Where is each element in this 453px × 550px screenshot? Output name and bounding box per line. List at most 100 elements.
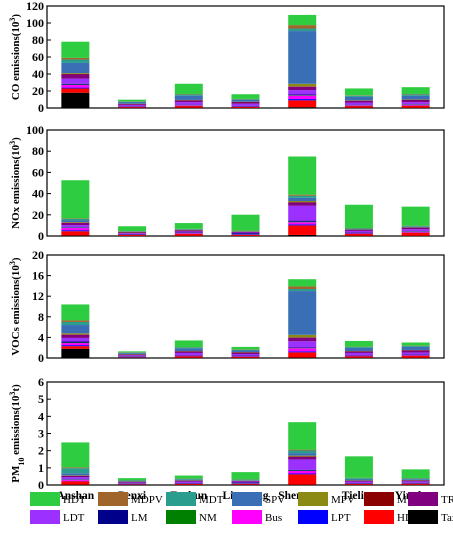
- bar-segment-mpv: [61, 222, 90, 223]
- bar-segment-hdt: [401, 469, 430, 478]
- legend-swatch: [364, 510, 394, 524]
- y-tick-label: 4: [38, 330, 44, 344]
- bar-segment-bus: [401, 231, 430, 233]
- bar-segment-hdpv: [61, 346, 90, 349]
- legend-item-mt: MT: [364, 492, 414, 506]
- y-axis-label-part: CO emissions(10: [10, 21, 22, 100]
- bar-segment-mdt: [174, 94, 203, 96]
- bar-stack-anshan: [61, 41, 90, 108]
- bar-segment-mdt: [231, 349, 260, 351]
- bar-segment-hdt: [288, 156, 317, 195]
- bar-stack-fushun: [174, 340, 203, 359]
- bar-segment-spv: [174, 348, 203, 351]
- bar-segment-tr: [61, 74, 90, 79]
- bar-segment-hdt: [231, 94, 260, 99]
- legend-swatch: [30, 492, 60, 506]
- y-axis-label-part: emissions(10: [10, 395, 22, 458]
- legend-label: HDT: [63, 494, 86, 506]
- bar-stack-fushun: [174, 223, 203, 237]
- bar-stack-yingkou: [401, 469, 430, 486]
- bar-segment-spv: [61, 62, 90, 74]
- bar-segment-lpt: [61, 345, 90, 347]
- bar-segment-hdt: [174, 223, 203, 229]
- bar-segment-lpt: [61, 87, 90, 89]
- bar-segment-tr: [401, 350, 430, 353]
- bar-segment-mdpv: [288, 25, 317, 29]
- bar-segment-hdt: [288, 279, 317, 287]
- y-tick-label: 20: [32, 248, 44, 262]
- bar-segment-tr: [288, 202, 317, 206]
- bar-segment-mpv: [288, 201, 317, 203]
- bar-segment-bus: [344, 355, 373, 356]
- bar-segment-ldt: [401, 102, 430, 105]
- legend-item-tr: TR: [408, 492, 453, 506]
- legend-swatch: [364, 492, 394, 506]
- bar-segment-mpv: [61, 333, 90, 335]
- bar-segment-hdpv: [231, 356, 260, 358]
- legend-label: LM: [131, 512, 148, 524]
- bar-segment-spv: [401, 226, 430, 228]
- bar-segment-spv: [231, 480, 260, 481]
- bar-segment-hdpv: [344, 356, 373, 358]
- bar-segment-ldt: [344, 481, 373, 483]
- y-tick-label: 20: [32, 208, 44, 222]
- bar-stack-yingkou: [401, 342, 430, 359]
- bar-segment-bus: [401, 104, 430, 106]
- chart-panel-3: 0 4 8 12 16 20 VOCs emissions(103): [8, 248, 445, 365]
- y-tick-label: 1: [38, 461, 44, 475]
- y-axis-label-part: 10: [17, 458, 26, 466]
- bar-segment-taxi: [288, 357, 317, 358]
- bar-segment-hdt: [401, 342, 430, 346]
- bar-segment-hdt: [344, 88, 373, 96]
- bar-segment-lm: [61, 227, 90, 228]
- bar-segment-tr: [231, 102, 260, 104]
- bar-segment-tr: [344, 480, 373, 482]
- legend-item-nm: NM: [166, 510, 217, 524]
- bar-segment-taxi: [61, 235, 90, 236]
- bar-segment-hdt: [174, 340, 203, 348]
- bar-segment-tr: [344, 229, 373, 231]
- bar-segment-spv: [118, 481, 147, 482]
- bar-segment-spv: [231, 350, 260, 353]
- y-axis-label-part: ): [10, 14, 22, 18]
- bar-segment-tr: [61, 222, 90, 226]
- bar-stack-anshan: [61, 442, 90, 485]
- bar-stack-yingkou: [401, 206, 430, 237]
- legend-swatch: [408, 492, 438, 506]
- bar-segment-mdt: [231, 99, 260, 101]
- bar-segment-mt: [61, 334, 90, 335]
- legend-label: Taxi: [441, 512, 453, 524]
- bar-segment-mdt: [174, 229, 203, 230]
- bar-segment-mdt: [174, 347, 203, 349]
- bar-segment-taxi: [61, 348, 90, 358]
- bar-segment-ldt: [118, 104, 147, 107]
- bar-segment-spv: [344, 96, 373, 101]
- bar-segment-mdpv: [288, 449, 317, 451]
- bar-segment-hdt: [231, 346, 260, 350]
- y-tick-label: 60: [32, 50, 44, 64]
- bar-segment-mdpv: [288, 194, 317, 196]
- bar-stack-benxi: [118, 226, 147, 237]
- bar-segment-hdpv: [174, 106, 203, 108]
- bar-stack-benxi: [118, 99, 147, 109]
- bar-segment-ldt: [288, 341, 317, 348]
- bar-segment-spv: [231, 100, 260, 102]
- bar-segment-spv: [118, 353, 147, 355]
- bar-segment-hdpv: [344, 233, 373, 236]
- bar-segment-tr: [174, 351, 203, 353]
- bar-stack-shenyang: [288, 156, 317, 236]
- y-axis-label-part: VOCs emissions(10: [10, 265, 22, 356]
- bar-segment-ldt: [401, 352, 430, 355]
- bar-segment-mdpv: [61, 57, 90, 60]
- bar-segment-ldt: [401, 481, 430, 483]
- bar-segment-ldt: [118, 482, 147, 484]
- bar-segment-bus: [61, 479, 90, 481]
- bar-segment-bus: [61, 228, 90, 231]
- bar-stack-liaoyang: [231, 346, 260, 359]
- bar-segment-ldt: [174, 231, 203, 233]
- bar-segment-bus: [174, 355, 203, 356]
- bar-stack-tieling: [344, 456, 373, 486]
- bar-segment-hdpv: [401, 232, 430, 236]
- bar-segment-mpv: [288, 83, 317, 87]
- bar-segment-hdt: [61, 41, 90, 58]
